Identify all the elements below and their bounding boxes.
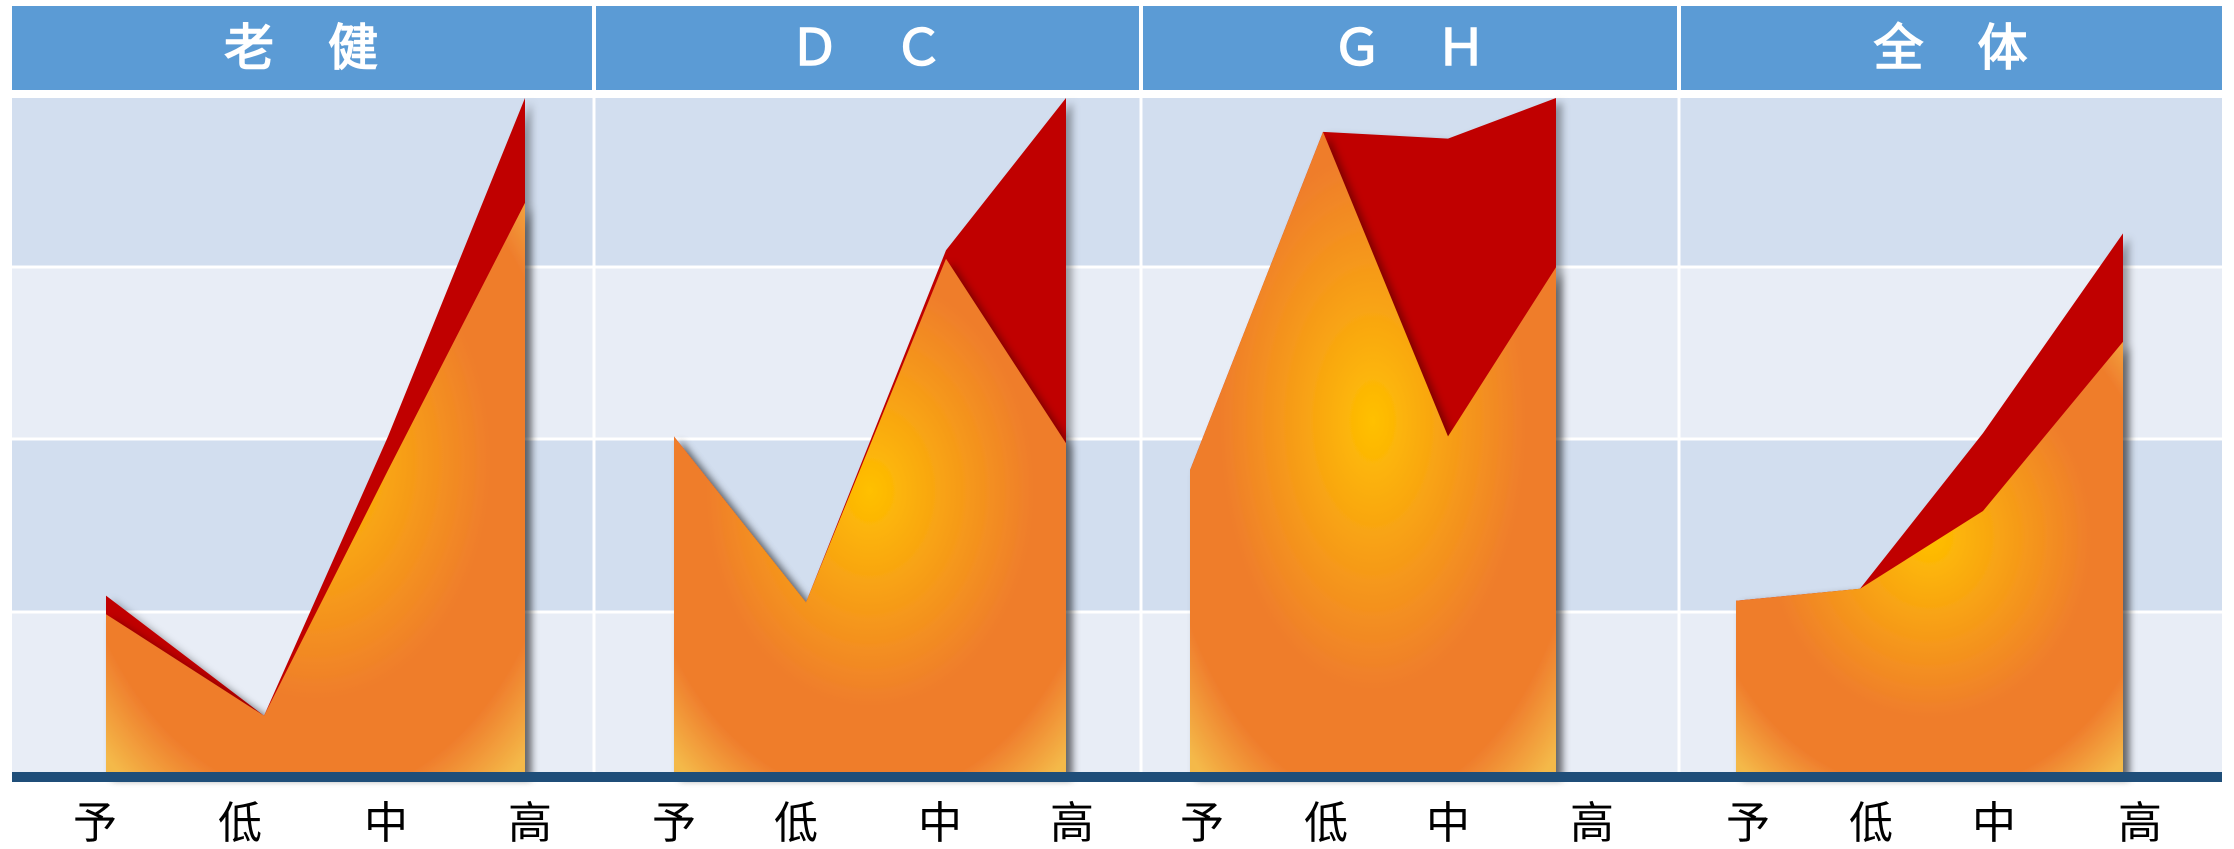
- x-tick-label: 低: [774, 798, 818, 849]
- x-tick-label: 高: [508, 798, 552, 849]
- panel-title: 全 体: [1873, 19, 2030, 77]
- x-tick-label: 高: [2118, 798, 2162, 849]
- panel-plot: [1736, 233, 2123, 775]
- panel-header: [1681, 6, 2222, 90]
- x-tick-label: 低: [1849, 798, 1893, 849]
- x-tick-label: 高: [1050, 798, 1094, 849]
- x-tick-label: 低: [1304, 798, 1348, 849]
- front-series-area: [1190, 131, 1556, 775]
- front-series-area: [106, 202, 525, 775]
- panel-plot: [106, 98, 525, 775]
- x-tick-label: 低: [218, 798, 262, 849]
- panel-title: Ｄ Ｃ: [790, 19, 946, 77]
- grid-band: [12, 267, 2222, 439]
- front-series-area: [1736, 341, 2123, 775]
- x-tick-label: 予: [1726, 798, 1770, 849]
- grid-band: [12, 98, 2222, 267]
- x-axis: 予低中高予低中高予低中高予低中高: [12, 772, 2222, 849]
- x-tick-label: 予: [1180, 798, 1224, 849]
- x-axis-baseline: [12, 772, 2222, 782]
- plot-areas: [106, 98, 2123, 775]
- x-tick-label: 中: [918, 798, 962, 849]
- panel-plot: [674, 98, 1066, 775]
- panel-title: Ｇ Ｈ: [1332, 19, 1488, 77]
- panel-header: [596, 6, 1139, 90]
- x-tick-label: 予: [73, 798, 117, 849]
- panel-title: 老 健: [224, 19, 380, 77]
- panel-plot: [1190, 98, 1556, 775]
- x-tick-label: 高: [1570, 798, 1614, 849]
- x-tick-label: 中: [1426, 798, 1470, 849]
- panel-header: [12, 6, 592, 90]
- front-series-area: [674, 258, 1066, 775]
- panel-header: [1143, 6, 1677, 90]
- x-tick-label: 中: [364, 798, 408, 849]
- x-tick-label: 予: [652, 798, 696, 849]
- x-tick-label: 中: [1972, 798, 2016, 849]
